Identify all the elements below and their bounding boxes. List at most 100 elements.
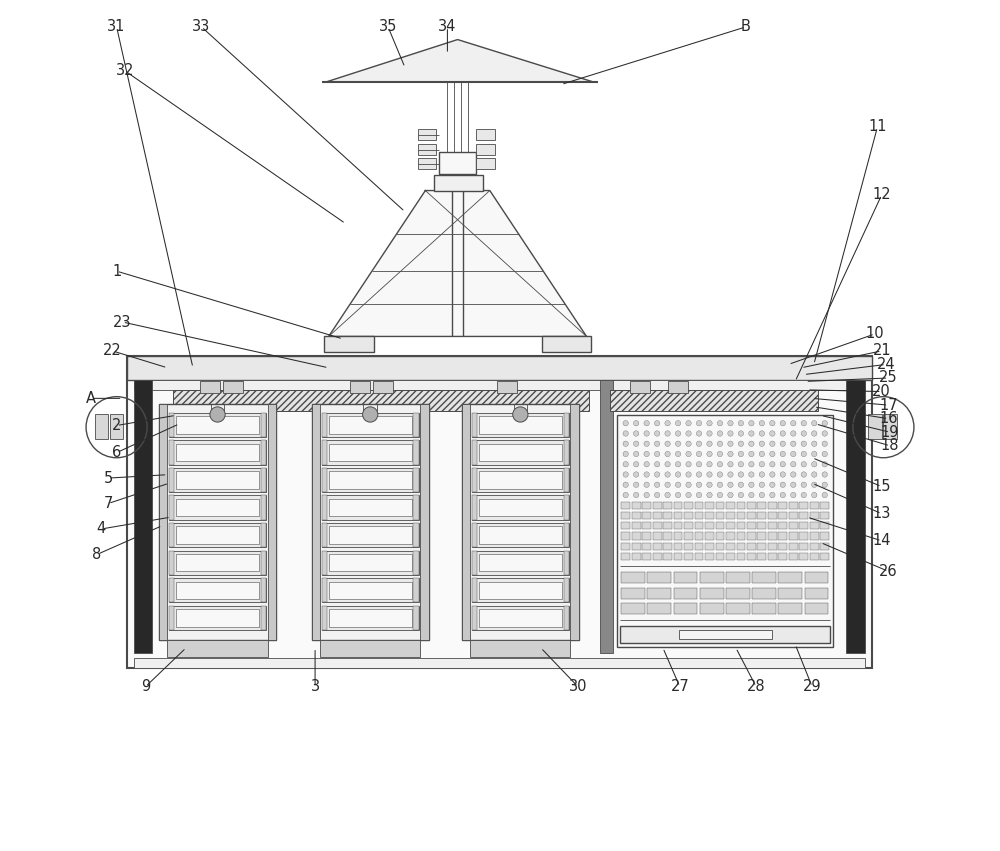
Text: 24: 24 xyxy=(877,357,895,372)
Circle shape xyxy=(791,471,796,477)
Circle shape xyxy=(759,451,765,457)
Bar xyxy=(169,578,174,603)
Bar xyxy=(329,609,412,626)
Bar xyxy=(322,523,419,547)
Bar xyxy=(169,413,174,437)
Circle shape xyxy=(623,420,628,426)
Bar xyxy=(653,533,662,540)
Bar xyxy=(169,440,174,465)
Bar xyxy=(726,573,750,583)
Circle shape xyxy=(780,441,786,447)
Bar xyxy=(261,606,266,630)
Circle shape xyxy=(780,420,786,426)
Text: 28: 28 xyxy=(747,679,765,694)
Text: 5: 5 xyxy=(103,471,113,486)
Bar xyxy=(868,414,882,439)
Bar xyxy=(134,380,865,390)
Bar xyxy=(261,468,266,492)
Text: 33: 33 xyxy=(192,20,211,34)
Circle shape xyxy=(780,431,786,437)
Bar xyxy=(564,606,569,630)
Bar xyxy=(705,533,714,540)
Text: 13: 13 xyxy=(873,506,891,521)
Bar xyxy=(632,553,641,560)
Circle shape xyxy=(633,420,639,426)
Bar xyxy=(472,440,477,465)
Bar xyxy=(472,468,569,492)
Circle shape xyxy=(633,471,639,477)
Circle shape xyxy=(717,493,723,498)
Bar xyxy=(479,527,562,544)
Bar xyxy=(418,144,436,155)
Text: 12: 12 xyxy=(872,187,891,203)
Circle shape xyxy=(738,482,744,488)
Bar xyxy=(757,523,766,529)
Circle shape xyxy=(654,420,660,426)
Circle shape xyxy=(707,441,712,447)
Text: 27: 27 xyxy=(670,679,689,694)
Circle shape xyxy=(759,420,765,426)
Circle shape xyxy=(728,431,733,437)
Text: 16: 16 xyxy=(879,411,898,426)
Bar xyxy=(716,553,724,560)
Bar xyxy=(413,523,419,547)
Circle shape xyxy=(780,471,786,477)
Circle shape xyxy=(822,493,827,498)
Bar xyxy=(726,523,735,529)
Circle shape xyxy=(633,461,639,467)
Bar xyxy=(159,404,276,640)
Text: 25: 25 xyxy=(879,370,898,386)
Circle shape xyxy=(633,451,639,457)
Bar xyxy=(261,551,266,574)
Bar xyxy=(805,603,828,614)
Circle shape xyxy=(665,431,670,437)
Bar xyxy=(752,603,776,614)
Bar xyxy=(663,501,672,509)
Circle shape xyxy=(654,471,660,477)
Bar xyxy=(261,495,266,520)
Circle shape xyxy=(801,441,806,447)
Bar xyxy=(329,416,412,433)
Bar xyxy=(647,573,671,583)
Bar xyxy=(695,533,703,540)
Bar xyxy=(799,501,808,509)
Bar xyxy=(479,471,562,488)
Bar xyxy=(476,129,495,140)
Bar xyxy=(110,414,123,439)
Bar xyxy=(778,523,787,529)
Bar xyxy=(642,501,651,509)
Text: 30: 30 xyxy=(569,679,587,694)
Bar xyxy=(799,511,808,519)
Bar xyxy=(322,606,419,630)
Bar xyxy=(747,553,756,560)
Bar xyxy=(472,606,477,630)
Text: 34: 34 xyxy=(438,20,457,34)
Bar xyxy=(684,523,693,529)
Bar xyxy=(799,533,808,540)
Bar xyxy=(472,413,477,437)
Bar xyxy=(810,511,819,519)
Text: 26: 26 xyxy=(879,564,898,579)
Text: 3: 3 xyxy=(311,679,320,694)
Bar xyxy=(653,553,662,560)
Bar xyxy=(747,533,756,540)
Circle shape xyxy=(644,431,649,437)
Bar xyxy=(674,603,697,614)
Bar xyxy=(726,603,750,614)
Bar xyxy=(564,495,569,520)
Bar xyxy=(322,578,419,603)
Bar xyxy=(472,523,569,547)
Bar xyxy=(176,527,259,544)
Bar xyxy=(620,625,830,643)
Bar xyxy=(621,501,630,509)
Bar xyxy=(564,413,569,437)
Circle shape xyxy=(780,451,786,457)
Circle shape xyxy=(717,471,723,477)
Circle shape xyxy=(749,451,754,457)
Bar xyxy=(705,553,714,560)
Bar xyxy=(674,553,682,560)
Bar xyxy=(642,533,651,540)
Bar xyxy=(472,551,569,574)
Bar xyxy=(726,533,735,540)
Bar xyxy=(169,495,266,520)
